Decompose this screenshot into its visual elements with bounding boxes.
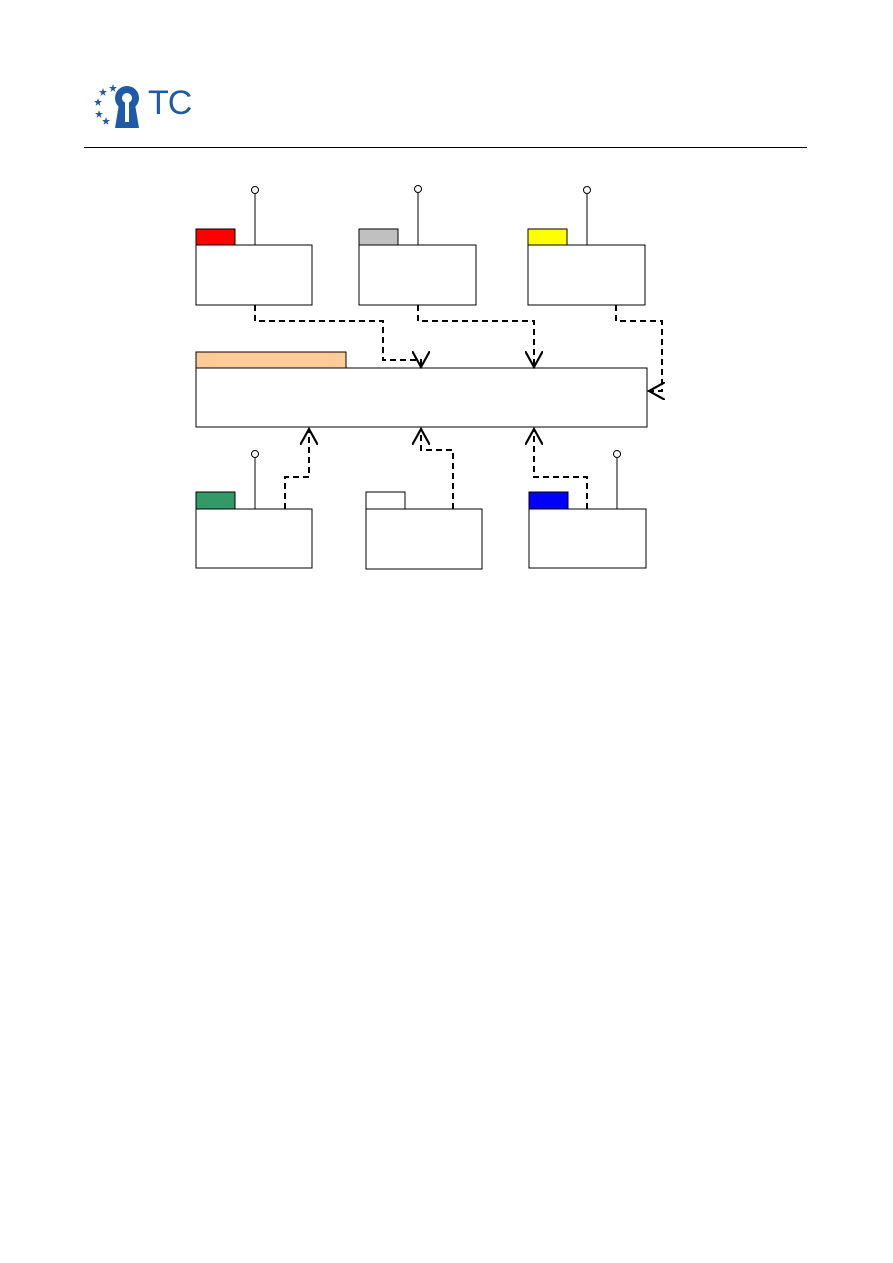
interface-lollipop-icon bbox=[613, 450, 621, 458]
package-red bbox=[195, 186, 313, 306]
package-body bbox=[528, 508, 647, 569]
logo-text: TC bbox=[148, 84, 192, 122]
package-white bbox=[365, 491, 483, 570]
interface-lollipop-icon bbox=[251, 450, 259, 458]
central-package bbox=[195, 351, 648, 428]
keyhole-stars-icon bbox=[94, 84, 139, 128]
dependency-arrow bbox=[534, 429, 588, 509]
package-tab bbox=[528, 491, 569, 510]
package-tab bbox=[358, 228, 399, 246]
package-blue bbox=[528, 450, 647, 569]
package-body bbox=[195, 508, 313, 569]
package-gray bbox=[358, 185, 477, 306]
package-body bbox=[195, 244, 313, 306]
dependency-arrow bbox=[284, 429, 309, 509]
package-yellow bbox=[527, 186, 646, 306]
central-package-tab bbox=[195, 351, 347, 369]
dependency-arrow bbox=[417, 305, 534, 367]
header-divider bbox=[84, 147, 807, 148]
package-diagram bbox=[195, 185, 893, 570]
package-body bbox=[358, 244, 477, 306]
package-tab bbox=[527, 228, 568, 246]
package-tab bbox=[365, 491, 406, 510]
interface-lollipop-icon bbox=[251, 186, 259, 194]
page-header: TC bbox=[0, 0, 893, 160]
package-tab bbox=[195, 491, 236, 510]
package-body bbox=[365, 508, 483, 570]
interface-lollipop-icon bbox=[583, 186, 591, 194]
dependency-arrow bbox=[615, 305, 662, 391]
itc-logo: TC bbox=[94, 84, 194, 130]
package-green bbox=[195, 450, 313, 569]
dependency-arrow bbox=[421, 429, 454, 509]
central-package-body bbox=[195, 367, 648, 428]
interface-lollipop-icon bbox=[414, 185, 422, 193]
package-body bbox=[527, 244, 646, 306]
dependency-arrow bbox=[254, 305, 421, 367]
package-tab bbox=[195, 228, 236, 246]
